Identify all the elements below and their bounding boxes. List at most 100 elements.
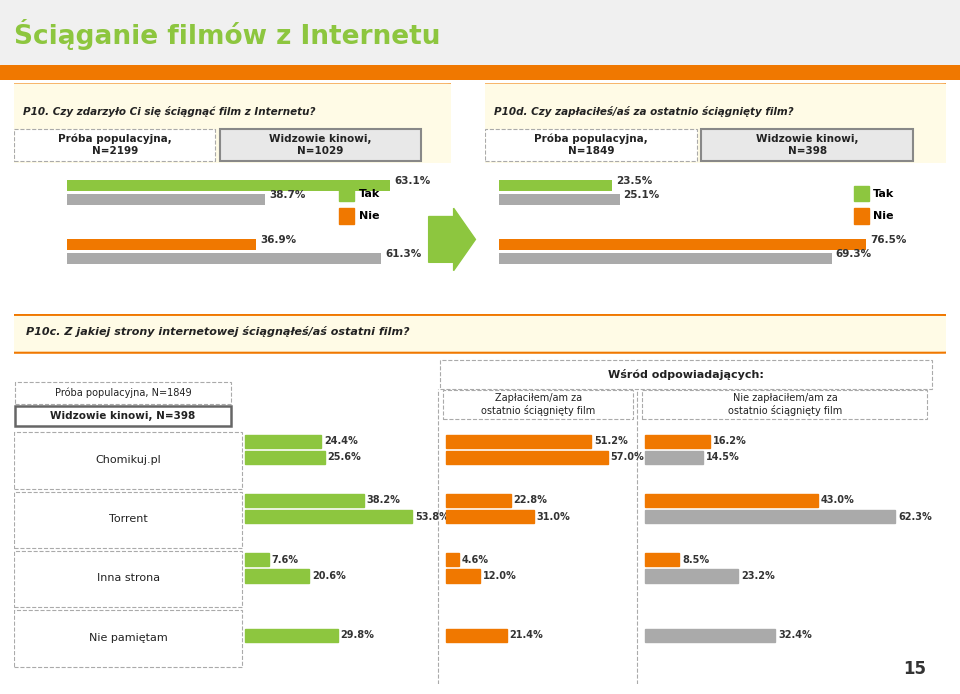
Text: Nie pamiętam: Nie pamiętam (89, 633, 168, 643)
FancyBboxPatch shape (15, 382, 230, 404)
Text: Nie: Nie (359, 211, 379, 221)
Bar (67, 253, 381, 264)
Text: Ściąganie filmów z Internetu: Ściąganie filmów z Internetu (14, 19, 441, 50)
Text: P10. Czy zdarzyło Ci się ściągnąć film z Internetu?: P10. Czy zdarzyło Ci się ściągnąć film z… (23, 105, 316, 117)
Text: Nie zapłaciłem/am za
ostatnio ściągnięty film: Nie zapłaciłem/am za ostatnio ściągnięty… (729, 393, 843, 416)
FancyBboxPatch shape (14, 610, 242, 666)
Bar (446, 553, 459, 566)
Text: P10c. Z jakiej strony internetowej ściągnąłeś/aś ostatni film?: P10c. Z jakiej strony internetowej ściąg… (26, 326, 409, 337)
Text: 20.6%: 20.6% (312, 571, 346, 581)
Text: 51.2%: 51.2% (594, 436, 628, 446)
Text: 36.9%: 36.9% (260, 235, 297, 245)
Text: 43.0%: 43.0% (821, 496, 854, 505)
Text: 16.2%: 16.2% (713, 436, 747, 446)
Bar (245, 434, 321, 448)
FancyBboxPatch shape (485, 129, 697, 161)
Bar (645, 629, 775, 642)
Bar (67, 239, 256, 250)
Bar (645, 553, 679, 566)
FancyBboxPatch shape (220, 129, 420, 161)
Text: 38.2%: 38.2% (367, 496, 400, 505)
FancyBboxPatch shape (15, 407, 230, 426)
Bar (854, 208, 869, 223)
Text: 57.0%: 57.0% (611, 452, 644, 462)
Text: 14.5%: 14.5% (706, 452, 740, 462)
FancyBboxPatch shape (14, 491, 242, 548)
FancyBboxPatch shape (6, 83, 456, 164)
Text: Widzowie kinowi, N=398: Widzowie kinowi, N=398 (51, 411, 196, 421)
Text: Nie: Nie (873, 211, 893, 221)
Text: Próba populacyjna, N=1849: Próba populacyjna, N=1849 (55, 388, 191, 398)
Bar (67, 194, 265, 205)
Bar (339, 208, 354, 223)
Text: 62.3%: 62.3% (899, 511, 932, 522)
Text: 24.4%: 24.4% (324, 436, 358, 446)
Text: 8.5%: 8.5% (682, 555, 709, 565)
Bar (645, 451, 703, 464)
Bar (245, 451, 324, 464)
Text: Torrent: Torrent (109, 514, 148, 524)
FancyBboxPatch shape (475, 83, 950, 164)
Text: Chomikuj.pl: Chomikuj.pl (95, 455, 161, 465)
Text: 15: 15 (903, 660, 926, 677)
Text: 4.6%: 4.6% (462, 555, 489, 565)
Bar (499, 194, 620, 205)
Text: 76.5%: 76.5% (870, 235, 906, 245)
Text: 32.4%: 32.4% (778, 630, 812, 641)
FancyArrow shape (428, 208, 475, 271)
Text: Inna strona: Inna strona (97, 573, 160, 584)
Text: Widzowie kinowi,
N=398: Widzowie kinowi, N=398 (756, 134, 858, 155)
Text: 21.4%: 21.4% (510, 630, 543, 641)
Bar (446, 510, 534, 523)
Text: 38.7%: 38.7% (270, 189, 306, 200)
Text: 22.8%: 22.8% (514, 496, 547, 505)
Text: 63.1%: 63.1% (395, 176, 431, 186)
FancyBboxPatch shape (444, 390, 634, 419)
Text: 29.8%: 29.8% (341, 630, 374, 641)
Bar (854, 185, 869, 201)
Bar (245, 629, 338, 642)
Bar (645, 434, 710, 448)
Text: 23.2%: 23.2% (741, 571, 775, 581)
Text: P10d. Czy zapłaciłeś/aś za ostatnio ściągnięty film?: P10d. Czy zapłaciłeś/aś za ostatnio ścią… (494, 105, 794, 117)
Text: 31.0%: 31.0% (537, 511, 570, 522)
Text: Próba populacyjna,
N=1849: Próba populacyjna, N=1849 (534, 134, 648, 155)
Bar (499, 180, 612, 191)
Text: 61.3%: 61.3% (385, 248, 421, 259)
Bar (339, 185, 354, 201)
Bar (245, 553, 269, 566)
Bar (499, 239, 866, 250)
Text: 7.6%: 7.6% (272, 555, 299, 565)
Bar (245, 494, 364, 507)
Text: 53.8%: 53.8% (415, 511, 449, 522)
Text: Próba populacyjna,
N=2199: Próba populacyjna, N=2199 (58, 134, 172, 155)
Bar (645, 494, 818, 507)
FancyBboxPatch shape (642, 390, 927, 419)
Text: Zapłaciłem/am za
ostatnio ściągnięty film: Zapłaciłem/am za ostatnio ściągnięty fil… (481, 393, 595, 416)
Bar (245, 569, 309, 583)
Bar (67, 180, 391, 191)
FancyBboxPatch shape (14, 432, 242, 489)
Text: 25.6%: 25.6% (327, 452, 361, 462)
FancyBboxPatch shape (14, 551, 242, 607)
Text: 69.3%: 69.3% (835, 248, 872, 259)
FancyBboxPatch shape (0, 315, 955, 353)
Text: Wśród odpowiadających:: Wśród odpowiadających: (609, 369, 764, 380)
Bar (446, 434, 591, 448)
FancyBboxPatch shape (14, 129, 215, 161)
Text: 23.5%: 23.5% (616, 176, 652, 186)
Text: 12.0%: 12.0% (483, 571, 516, 581)
Bar (446, 569, 480, 583)
Bar (446, 494, 511, 507)
Bar (499, 253, 831, 264)
Bar (245, 510, 412, 523)
Text: Tak: Tak (359, 189, 380, 198)
FancyBboxPatch shape (441, 359, 932, 389)
FancyBboxPatch shape (702, 129, 913, 161)
Text: Tak: Tak (873, 189, 894, 198)
Text: Widzowie kinowi,
N=1029: Widzowie kinowi, N=1029 (269, 134, 372, 155)
Bar (645, 569, 738, 583)
Text: 25.1%: 25.1% (624, 189, 660, 200)
Bar (645, 510, 896, 523)
Bar (446, 629, 507, 642)
